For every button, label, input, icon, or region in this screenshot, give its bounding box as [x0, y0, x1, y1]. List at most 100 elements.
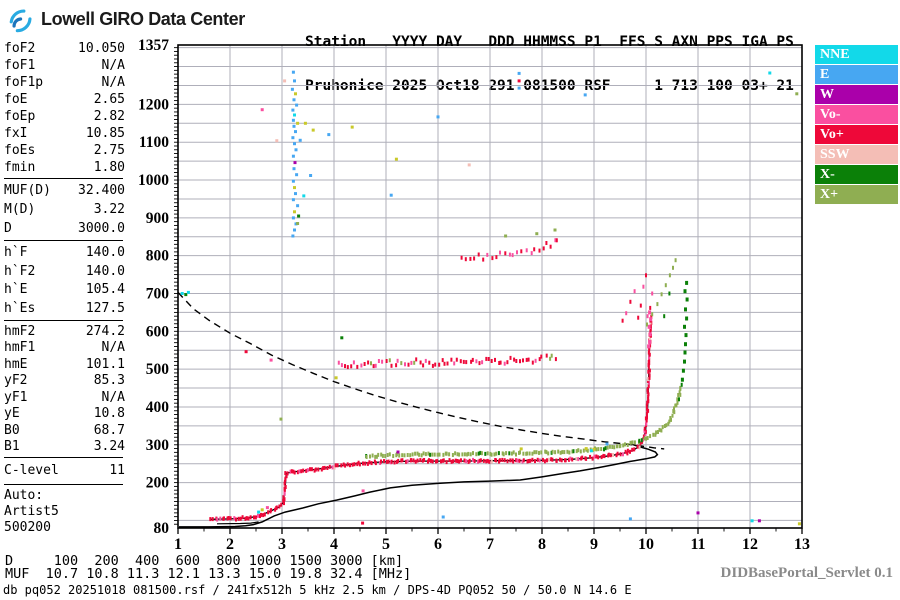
param-value: N/A	[101, 75, 125, 90]
x-tick-label: 8	[538, 536, 546, 553]
y-tick-label: 1000	[138, 172, 169, 189]
param-label: M(D)	[4, 202, 36, 217]
param-label: C-level	[4, 463, 59, 479]
x-tick-label: 5	[382, 536, 390, 553]
x-trace-hop2-arc	[646, 258, 677, 327]
d-scale-unit: [km]	[370, 553, 404, 569]
profile-curve	[179, 442, 659, 528]
param-label: MUF(D)	[4, 183, 51, 198]
param-value: 1.80	[93, 160, 125, 175]
param-row-he: h`E 105.4	[4, 280, 125, 299]
panel-separator	[4, 178, 123, 179]
param-label: foF1	[4, 58, 36, 73]
param-row-foep: foEp 2.82	[4, 108, 125, 125]
x-tick-label: 7	[486, 536, 494, 553]
o-trace-hop2	[337, 353, 557, 370]
param-row-fmin: fmin 1.80	[4, 159, 125, 176]
direction-legend: NNE E W Vo- Vo+ SSW X- X+	[815, 45, 898, 205]
param-value: 127.5	[85, 300, 125, 316]
param-label: yF1	[4, 389, 28, 405]
param-value: 2.75	[93, 143, 125, 158]
muf-scale-label: MUF	[5, 566, 30, 582]
muf-scale-value: 10.7	[45, 566, 79, 582]
param-label: h`Es	[4, 300, 36, 316]
giro-wave-icon	[9, 9, 32, 33]
param-row-ye: yE 10.8	[4, 405, 125, 422]
servlet-version-label: DIDBasePortal_Servlet 0.1	[720, 565, 893, 581]
param-value: 68.7	[93, 422, 125, 438]
muf-scale-value: 13.3	[208, 566, 241, 582]
param-label: D	[4, 221, 12, 236]
d-scale-value: 1500	[289, 553, 322, 569]
param-label: fmin	[4, 160, 36, 175]
d-scale-value: 600	[175, 553, 200, 569]
param-label: yE	[4, 406, 20, 421]
muf-scale-value: 10.8	[86, 566, 119, 582]
param-label: hmF1	[4, 340, 36, 355]
legend-item-x: X-	[815, 165, 898, 184]
axis-labels: 1357120011001000900800700600500400300200…	[138, 37, 810, 553]
param-value: 32.400	[78, 183, 125, 198]
param-label: h`F	[4, 244, 28, 260]
legend-item-vo: Vo-	[815, 105, 898, 124]
y-tick-label: 1100	[139, 134, 169, 151]
panel-separator	[4, 483, 123, 485]
y-tick-label: 800	[146, 248, 170, 265]
param-label: h`E	[4, 282, 28, 298]
noise-specks	[180, 71, 801, 526]
x-tick-label: 2	[226, 536, 234, 553]
auto-scaler-line: 500200	[4, 519, 51, 535]
param-value: 140.0	[85, 244, 125, 260]
x-tick-label: 12	[742, 536, 758, 553]
param-value: N/A	[101, 389, 125, 405]
baseline-segment	[216, 521, 259, 525]
param-value: 11	[109, 463, 125, 479]
y-tick-label: 600	[146, 323, 170, 340]
panel-separator	[4, 240, 123, 241]
param-value: 2.82	[93, 109, 125, 124]
param-row-mufd: MUF(D) 32.400	[4, 181, 125, 200]
panel-separator	[4, 319, 123, 321]
y-tick-label: 300	[146, 437, 170, 454]
param-label: B0	[4, 422, 20, 438]
param-label: yF2	[4, 373, 28, 388]
param-row-fof1: foF1 N/A	[4, 57, 125, 74]
artist-model-trace	[210, 340, 651, 520]
param-row-fxi: fxI 10.85	[4, 125, 125, 142]
param-value: N/A	[101, 340, 125, 355]
x-trace-asymptote-top	[680, 280, 689, 382]
param-row-hes: h`Es 127.5	[4, 299, 125, 318]
axes	[174, 44, 803, 534]
param-value: 10.85	[85, 126, 125, 141]
y-tick-label: 1357	[138, 37, 169, 54]
param-row-hmf1: hmF1 N/A	[4, 339, 125, 356]
auto-scaler-line: Artist5	[4, 503, 59, 519]
x-tick-label: 11	[690, 536, 705, 553]
param-label: foF2	[4, 41, 36, 56]
gridlines	[178, 45, 802, 528]
param-label: hmF2	[4, 323, 36, 339]
param-value: 2.65	[93, 92, 125, 107]
muf-scale-value: 12.1	[167, 566, 200, 582]
d-scale-value: 1000	[248, 553, 282, 569]
x-tick-label: 1	[174, 536, 182, 553]
d-scale-value: 800	[216, 553, 241, 569]
parameter-panel: foF2 10.050 foF1 N/A foF1p N/A foE 2.65 foEp 2.82…	[4, 40, 125, 536]
muf-scale-value: 19.8	[289, 566, 322, 582]
d-scale-value: 3000	[329, 553, 363, 569]
muf-scale-value: 15.0	[248, 566, 282, 582]
d-scale-label: D	[5, 553, 14, 569]
param-value: N/A	[101, 58, 125, 73]
legend-item-x: X+	[815, 185, 898, 204]
param-row-md: M(D) 3.22	[4, 200, 125, 219]
param-label: foEs	[4, 143, 36, 158]
legend-item-w: W	[815, 85, 898, 104]
muf-scale-unit: [MHz]	[370, 566, 412, 582]
param-value: 85.3	[93, 373, 125, 388]
param-row-b1: B1 3.24	[4, 438, 125, 455]
param-value: 3000.0	[78, 221, 125, 236]
model-curves	[177, 291, 665, 528]
param-label: B1	[4, 439, 20, 454]
param-row-b0: B0 68.7	[4, 422, 125, 439]
param-value: 10.8	[93, 406, 125, 421]
